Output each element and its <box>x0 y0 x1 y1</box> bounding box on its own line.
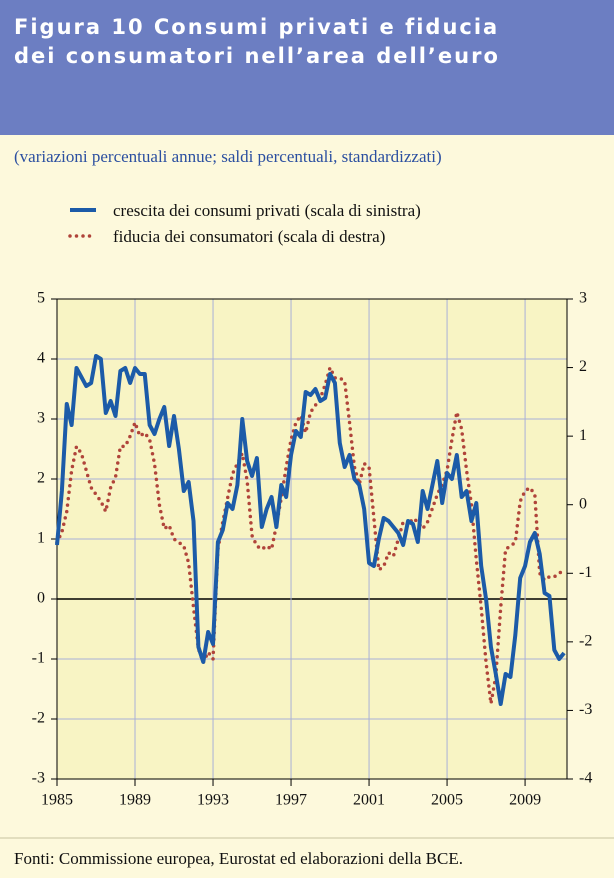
x-tick-label: 1993 <box>197 792 229 809</box>
y-tick-label: 4 <box>37 350 45 367</box>
series-line <box>55 365 566 706</box>
x-tick-label: 1997 <box>275 792 307 809</box>
chart-title: dei consumatori nell’area dell’euro <box>14 44 500 68</box>
y-tick-label: -2 <box>32 710 45 727</box>
y-tick-label: 5 <box>37 290 45 307</box>
chart-subtitle: (variazioni percentuali annue; saldi per… <box>14 147 442 166</box>
y-tick-label: 2 <box>37 470 45 487</box>
y2-tick-label: 3 <box>579 290 587 307</box>
y2-tick-label: -2 <box>579 633 592 650</box>
x-tick-label: 1989 <box>119 792 151 809</box>
y2-tick-label: -3 <box>579 701 592 718</box>
y2-tick-label: -1 <box>579 564 592 581</box>
legend-label: crescita dei consumi privati (scala di s… <box>113 201 421 220</box>
header-band <box>0 0 614 135</box>
y-tick-label: 0 <box>37 590 45 607</box>
x-tick-label: 2009 <box>509 792 541 809</box>
legend-label: fiducia dei consumatori (scala di destra… <box>113 227 385 246</box>
x-tick-label: 2001 <box>353 792 385 809</box>
y-tick-label: 3 <box>37 410 45 427</box>
chart-title: Figura 10 Consumi privati e fiducia <box>14 15 499 39</box>
y-tick-label: 1 <box>37 530 45 547</box>
x-tick-label: 1985 <box>41 792 73 809</box>
y2-tick-label: 2 <box>579 358 587 375</box>
source-note: Fonti: Commissione europea, Eurostat ed … <box>14 849 463 868</box>
y2-tick-label: 1 <box>579 427 587 444</box>
y2-tick-label: -4 <box>579 770 592 787</box>
y-tick-label: -3 <box>32 770 45 787</box>
y-tick-label: -1 <box>32 650 45 667</box>
y2-tick-label: 0 <box>579 495 587 512</box>
x-tick-label: 2005 <box>431 792 463 809</box>
series-line <box>55 354 566 706</box>
